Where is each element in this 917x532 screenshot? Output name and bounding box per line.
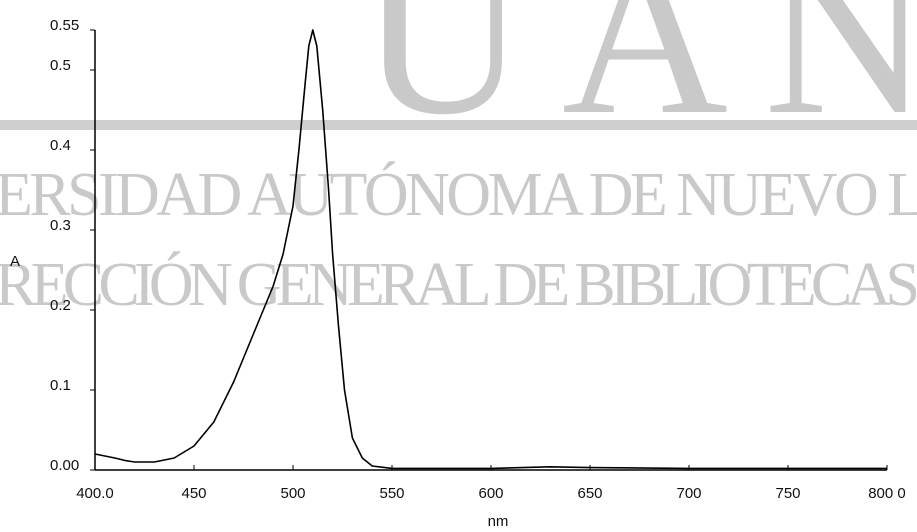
- x-tick-label: 450: [181, 485, 206, 502]
- y-tick-label: 0.2: [50, 297, 71, 314]
- y-tick-label: 0.3: [50, 217, 71, 234]
- y-tick-label: 0.1: [50, 377, 71, 394]
- x-tick-label: 700: [676, 485, 701, 502]
- x-tick-label: 800 0: [868, 485, 906, 502]
- y-tick-label: 0.4: [50, 137, 71, 154]
- x-tick-label: 400.0: [76, 485, 114, 502]
- x-tick-label: 500: [280, 485, 305, 502]
- x-tick-label: 550: [379, 485, 404, 502]
- y-tick-label: 0.55: [50, 17, 79, 34]
- x-tick-label: 750: [775, 485, 800, 502]
- y-tick-label: 0.5: [50, 57, 71, 74]
- watermark-logo: UAN: [360, 0, 917, 162]
- spectrum-line: [94, 29, 887, 470]
- watermark-band: [0, 120, 917, 130]
- y-tick-label: 0.00: [50, 457, 79, 474]
- x-tick-label: 600: [478, 485, 503, 502]
- x-tick-label: 650: [577, 485, 602, 502]
- watermark-line: RECCIÓN GENERAL DE BIBLIOTECAS: [0, 251, 917, 319]
- y-axis-label: A: [10, 253, 20, 270]
- watermark-line: ERSIDAD AUTÓNOMA DE NUEVO L: [0, 161, 917, 229]
- x-axis-label: nm: [488, 513, 509, 530]
